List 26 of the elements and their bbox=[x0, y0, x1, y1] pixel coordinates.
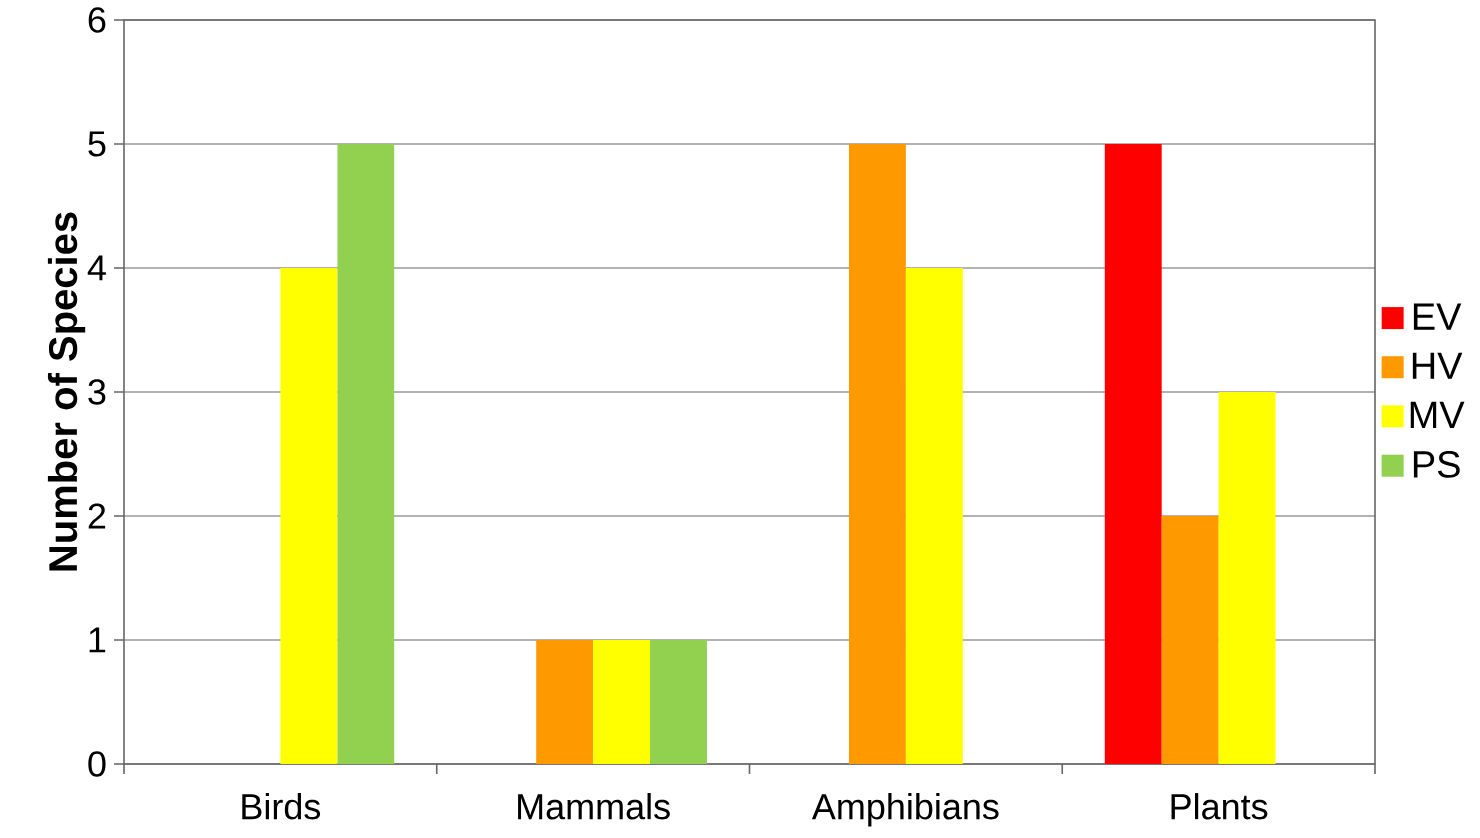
y-tick-label: 0 bbox=[88, 751, 106, 777]
legend-label: HV bbox=[1412, 352, 1463, 379]
y-tick-label: 1 bbox=[89, 627, 106, 653]
bar bbox=[1161, 515, 1219, 764]
bar bbox=[1218, 391, 1276, 764]
y-axis-title: Number of Species bbox=[47, 212, 86, 571]
y-tick-label: 4 bbox=[87, 255, 106, 281]
y-tick-label: 2 bbox=[88, 503, 106, 529]
x-tick-label: Mammals bbox=[518, 793, 670, 820]
bar bbox=[905, 267, 963, 764]
y-tick-label: 3 bbox=[88, 379, 106, 405]
x-tick-label: Amphibians bbox=[811, 793, 999, 827]
x-tick-label: Plants bbox=[1171, 793, 1268, 820]
bar bbox=[593, 639, 651, 764]
legend-label: EV bbox=[1413, 303, 1462, 330]
bar bbox=[280, 267, 338, 764]
y-tick-label: 6 bbox=[88, 7, 106, 33]
x-tick-label: Birds bbox=[242, 793, 321, 820]
bar bbox=[848, 143, 906, 764]
legend-label: MV bbox=[1410, 401, 1465, 428]
bar bbox=[337, 143, 395, 764]
legend-label: PS bbox=[1413, 450, 1460, 478]
y-tick-label: 5 bbox=[88, 131, 106, 157]
bar bbox=[650, 639, 707, 764]
bar bbox=[536, 639, 594, 764]
bar bbox=[1104, 143, 1162, 764]
